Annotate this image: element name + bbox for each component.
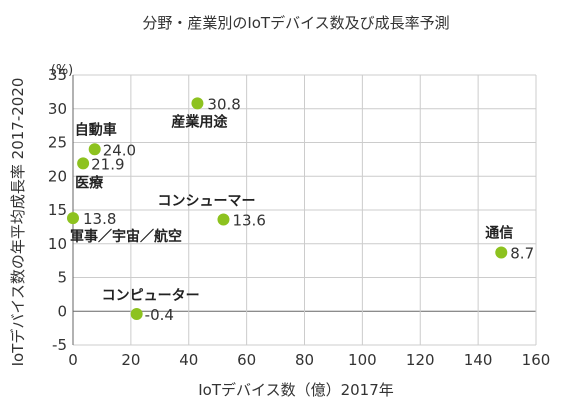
data-value-label: -0.4 xyxy=(145,306,174,324)
data-point-group: 24.0 自動車 xyxy=(75,121,136,159)
x-axis-label: IoTデバイス数（億）2017年 xyxy=(198,381,394,399)
data-point-group: -0.4 コンピューター xyxy=(102,288,200,324)
y-tick-label: 25 xyxy=(48,134,67,152)
x-tick-label: 80 xyxy=(295,351,314,369)
data-point xyxy=(67,212,79,225)
data-value-label: 13.8 xyxy=(83,210,116,228)
x-tick-label: 40 xyxy=(179,351,198,369)
x-tick-label: 120 xyxy=(406,351,435,369)
data-point-group: 13.8軍事／宇宙／航空 xyxy=(67,210,182,245)
data-value-label: 21.9 xyxy=(91,155,124,173)
y-tick-label: 10 xyxy=(48,235,67,253)
data-point xyxy=(77,157,90,170)
data-category-label: コンシューマー xyxy=(157,193,255,209)
x-tick-label: 100 xyxy=(348,351,377,369)
data-category-label: 通信 xyxy=(485,225,513,242)
data-point-group: 8.7 通信 xyxy=(485,225,534,263)
data-point xyxy=(130,307,143,320)
data-category-label: 産業用途 xyxy=(171,113,228,130)
data-point-group: 13.6 コンシューマー xyxy=(157,193,265,229)
y-tick-label: 15 xyxy=(48,201,67,219)
y-tick-label: 20 xyxy=(48,167,67,185)
data-category-label: 医療 xyxy=(75,174,104,191)
x-tick-label: 60 xyxy=(237,351,256,369)
data-point-group: 21.9医療 xyxy=(75,155,124,191)
chart-title: 分野・産業別のIoTデバイス数及び成長率予測 xyxy=(142,14,449,32)
data-point xyxy=(191,97,204,110)
x-tick-label: 160 xyxy=(522,351,551,369)
data-category-label: 軍事／宇宙／航空 xyxy=(70,228,182,245)
y-unit-label: (%) xyxy=(51,63,74,78)
x-tick-label: 140 xyxy=(464,351,493,369)
y-tick-label: 30 xyxy=(48,100,67,118)
grid-lines xyxy=(72,74,537,346)
y-tick-label: -5 xyxy=(52,336,67,354)
y-tick-label: 35 xyxy=(48,66,67,84)
y-tick-label: 0 xyxy=(57,302,67,320)
data-value-label: 30.8 xyxy=(207,95,240,113)
x-tick-label: 0 xyxy=(68,351,78,369)
data-category-label: コンピューター xyxy=(102,288,200,304)
data-point xyxy=(88,143,101,156)
data-category-label: 自動車 xyxy=(75,121,117,138)
data-value-label: 24.0 xyxy=(103,141,136,159)
y-axis-label: IoTデバイス数の年平均成長率 2017-2020 xyxy=(9,78,27,367)
data-value-label: 8.7 xyxy=(510,245,534,263)
data-value-label: 13.6 xyxy=(232,211,265,229)
data-point xyxy=(217,213,230,226)
x-tick-label: 20 xyxy=(121,351,140,369)
y-tick-label: 5 xyxy=(57,269,67,287)
data-point xyxy=(495,246,508,259)
